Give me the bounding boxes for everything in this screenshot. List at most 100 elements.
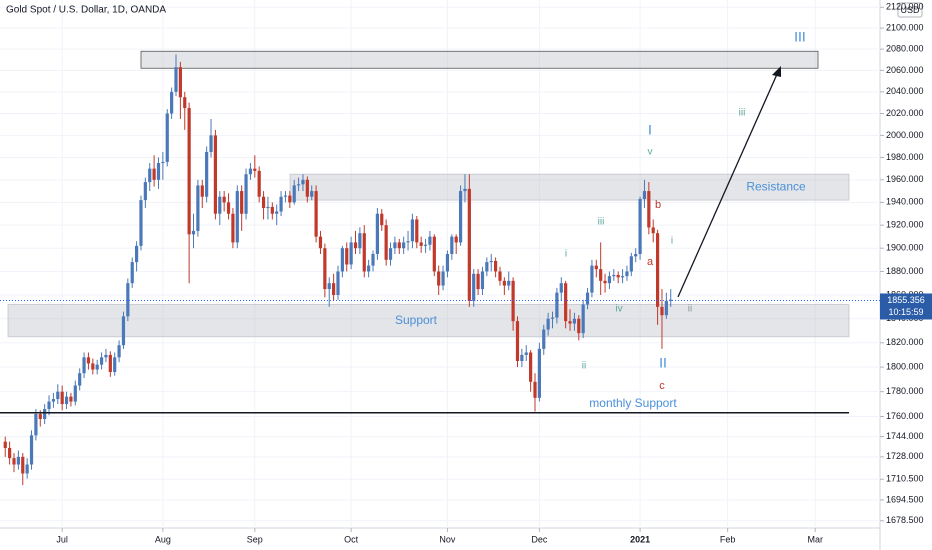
- candle-body: [148, 168, 152, 183]
- candle-body: [200, 185, 204, 197]
- candle-body: [664, 300, 668, 316]
- y-tick-label: 2100.000: [886, 22, 924, 32]
- candle-body: [533, 381, 537, 398]
- x-tick-label: Mar: [807, 534, 823, 544]
- candle-body: [231, 213, 235, 243]
- candle-body: [113, 357, 117, 372]
- candle-body: [524, 352, 528, 355]
- candle-body: [318, 236, 323, 249]
- candle-body: [248, 168, 253, 175]
- wave-label: a: [647, 256, 654, 268]
- candle-body: [537, 348, 541, 398]
- candle-body: [95, 364, 99, 370]
- candle-body: [213, 135, 218, 214]
- candle-body: [323, 248, 327, 290]
- candle-body: [511, 280, 515, 322]
- y-tick-label: 1744.000: [886, 431, 924, 441]
- y-tick-label: 1920.000: [886, 220, 924, 230]
- candle-body: [472, 273, 476, 301]
- candle-body: [288, 195, 292, 203]
- candle-body: [78, 373, 82, 386]
- candle-body: [445, 253, 450, 272]
- wave-label: iv: [615, 304, 622, 315]
- candle-body: [568, 321, 572, 324]
- candle-body: [218, 196, 222, 214]
- candle-body: [458, 191, 463, 243]
- candle-body: [121, 316, 126, 346]
- wave-label: v: [648, 147, 653, 158]
- candle-body: [340, 248, 344, 272]
- projection-arrow: [677, 71, 779, 298]
- candle-body: [393, 242, 397, 249]
- currency-box: [897, 2, 923, 18]
- candle-body: [651, 227, 655, 234]
- candle-body: [279, 196, 283, 212]
- candle-body: [60, 391, 64, 405]
- zone-label: Resistance: [746, 179, 806, 193]
- candle-body: [43, 409, 47, 420]
- last-price-tag: [880, 293, 932, 320]
- candle-body: [559, 283, 563, 293]
- y-tick-label: 1940.000: [886, 197, 924, 207]
- candle-body: [117, 345, 121, 358]
- candle-body: [178, 67, 182, 98]
- candle-body: [454, 236, 458, 243]
- candle-body: [375, 213, 379, 254]
- candle-body: [69, 396, 73, 402]
- candle-body: [275, 211, 279, 214]
- candle-body: [419, 242, 423, 246]
- candle-body: [345, 248, 349, 265]
- candle-body: [406, 241, 410, 243]
- candle-body: [165, 113, 169, 162]
- candle-body: [64, 396, 69, 405]
- y-tick-label: 1980.000: [886, 152, 924, 162]
- wave-label: ii: [582, 361, 586, 372]
- candle-body: [362, 233, 366, 272]
- candle-body: [358, 233, 362, 249]
- candle-body: [191, 230, 196, 235]
- wave-label: iii: [739, 108, 746, 119]
- wave-label: i: [565, 249, 567, 260]
- candle-body: [660, 306, 664, 316]
- candle-body: [599, 269, 603, 281]
- candle-body: [91, 363, 95, 370]
- candle-body: [485, 262, 489, 272]
- candle-body: [82, 357, 86, 374]
- candle-body: [380, 213, 384, 226]
- y-tick-label: 1800.000: [886, 361, 924, 371]
- last-price: 1855.356: [887, 295, 925, 305]
- candle-body: [480, 271, 485, 290]
- candle-body: [73, 385, 77, 402]
- candle-body: [441, 271, 445, 286]
- x-tick-label: Feb: [720, 534, 736, 544]
- candle-body: [428, 236, 432, 245]
- candle-body: [99, 357, 104, 365]
- candle-body: [529, 352, 533, 382]
- candle-body: [25, 464, 29, 474]
- y-tick-label: 1728.000: [886, 451, 924, 461]
- candle-body: [669, 299, 673, 301]
- candle-body: [336, 271, 340, 295]
- wave-label: i: [671, 236, 673, 247]
- candle-body: [467, 188, 471, 301]
- grid: [0, 0, 880, 528]
- arrow-head: [772, 66, 781, 77]
- candle-body: [310, 191, 314, 197]
- candle-body: [581, 304, 585, 334]
- y-tick-label: 1960.000: [886, 174, 924, 184]
- candle-body: [349, 242, 353, 265]
- zone-label: Support: [395, 313, 438, 327]
- candle-body: [585, 292, 590, 305]
- candle-body: [332, 283, 336, 295]
- candle-body: [205, 151, 209, 197]
- candle-body: [86, 357, 91, 364]
- zones: Resistance Support: [7, 50, 850, 338]
- countdown: 10:15:59: [888, 307, 923, 317]
- candle-body: [104, 354, 108, 358]
- candle-body: [34, 414, 38, 436]
- candle-body: [603, 280, 607, 284]
- wave-label: III: [794, 29, 806, 45]
- candle-body: [38, 414, 42, 420]
